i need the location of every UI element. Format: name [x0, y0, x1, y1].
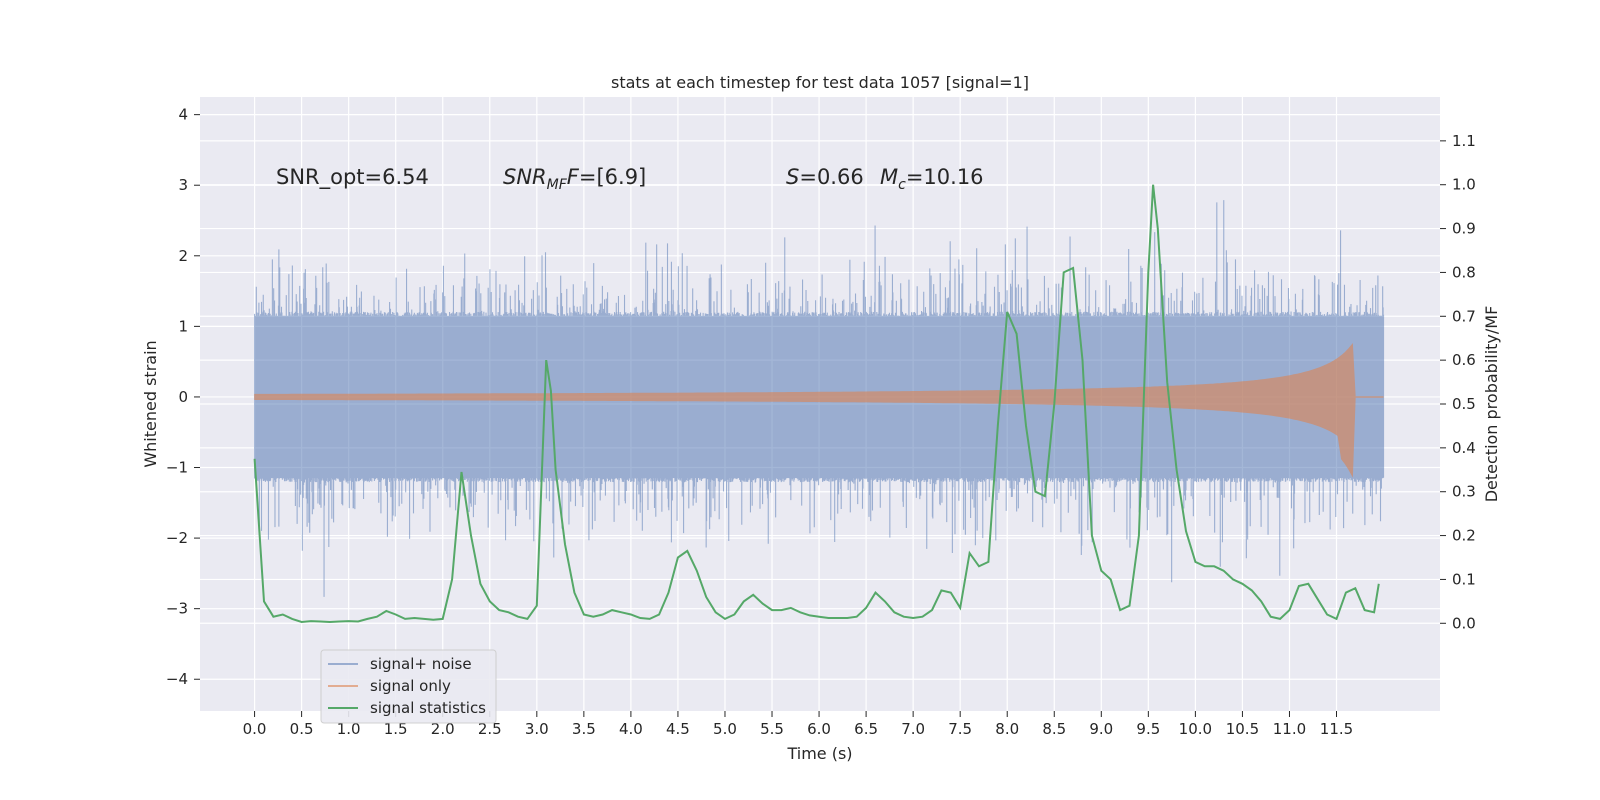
legend-label-noise: signal+ noise: [370, 655, 472, 673]
legend-label-stat: signal statistics: [370, 699, 486, 717]
signal-only-series: [254, 342, 1384, 478]
annotation-snr-mf: SNRMFF=[6.9]: [503, 165, 646, 193]
y-tick-label: 0: [178, 388, 188, 406]
legend: signal+ noise signal only signal statist…: [320, 649, 497, 724]
chart-title: stats at each timestep for test data 105…: [611, 73, 1029, 92]
x-tick-label: 8.5: [1042, 720, 1066, 738]
y-tick-label: 2: [178, 247, 188, 265]
x-tick-label: 0.0: [243, 720, 267, 738]
x-tick-label: 9.5: [1136, 720, 1160, 738]
y-right-tick-label: 1.0: [1452, 176, 1476, 194]
x-tick-label: 2.5: [478, 720, 502, 738]
y-right-tick-label: 0.1: [1452, 570, 1476, 588]
y-tick-label: 1: [178, 317, 188, 335]
x-tick-label: 1.5: [384, 720, 408, 738]
y-right-tick-label: 0.4: [1452, 439, 1476, 457]
annotation-mc: Mc=10.16: [880, 165, 984, 193]
x-tick-label: 7.5: [948, 720, 972, 738]
y-tick-label: −2: [166, 529, 188, 547]
y-axis-label: Whitened strain: [141, 340, 160, 467]
legend-box: [320, 649, 497, 724]
x-tick-label: 2.0: [431, 720, 455, 738]
y-right-tick-label: 0.6: [1452, 351, 1476, 369]
annotation-s: S=0.66: [786, 165, 864, 189]
x-tick-label: 4.0: [619, 720, 643, 738]
y-tick-label: −1: [166, 459, 188, 477]
y-axis-right-label: Detection probability/MF: [1482, 306, 1501, 503]
signal-chirp: [254, 342, 1356, 478]
signal-statistics-line: [253, 184, 1380, 624]
x-tick-label: 10.5: [1226, 720, 1259, 738]
y-right-tick-label: 1.1: [1452, 132, 1476, 150]
x-tick-label: 7.0: [901, 720, 925, 738]
y-ticks-left: −4 −3 −2 −1 0 1 2 3 4: [166, 106, 200, 688]
x-tick-label: 10.0: [1179, 720, 1212, 738]
y-right-tick-label: 0.5: [1452, 395, 1476, 413]
x-tick-label: 1.0: [337, 720, 361, 738]
x-tick-label: 5.5: [760, 720, 784, 738]
y-right-tick-label: 0.2: [1452, 527, 1476, 545]
x-tick-label: 9.0: [1089, 720, 1113, 738]
y-right-tick-label: 0.9: [1452, 220, 1476, 238]
x-tick-label: 0.5: [290, 720, 314, 738]
x-tick-label: 4.5: [666, 720, 690, 738]
y-tick-label: −4: [166, 670, 188, 688]
y-right-tick-label: 0.7: [1452, 307, 1476, 325]
x-tick-label: 6.5: [854, 720, 878, 738]
y-right-tick-label: 0.0: [1452, 614, 1476, 632]
x-tick-label: 5.0: [713, 720, 737, 738]
y-tick-label: −3: [166, 600, 188, 618]
y-right-tick-label: 0.3: [1452, 483, 1476, 501]
x-tick-label: 3.0: [525, 720, 549, 738]
x-tick-label: 11.5: [1320, 720, 1353, 738]
x-tick-label: 8.0: [995, 720, 1019, 738]
y-right-tick-label: 0.8: [1452, 263, 1476, 281]
x-tick-label: 3.5: [572, 720, 596, 738]
x-ticks: 0.0 0.5 1.0 1.5 2.0 2.5 3.0 3.5 4.0 4.5 5.0 5.5 6.0 6…: [243, 711, 1353, 738]
x-tick-label: 6.0: [807, 720, 831, 738]
legend-label-signal: signal only: [370, 677, 451, 695]
x-axis-label: Time (s): [786, 744, 852, 763]
annotation-snr-opt: SNR_opt=6.54: [276, 165, 429, 190]
x-tick-label: 11.0: [1273, 720, 1306, 738]
y-tick-label: 3: [178, 176, 188, 194]
y-tick-label: 4: [178, 106, 188, 124]
y-ticks-right: 0.0 0.1 0.2 0.3 0.4 0.5 0.6 0.7 0.8 0.9 1.0 1.1: [1440, 132, 1476, 632]
